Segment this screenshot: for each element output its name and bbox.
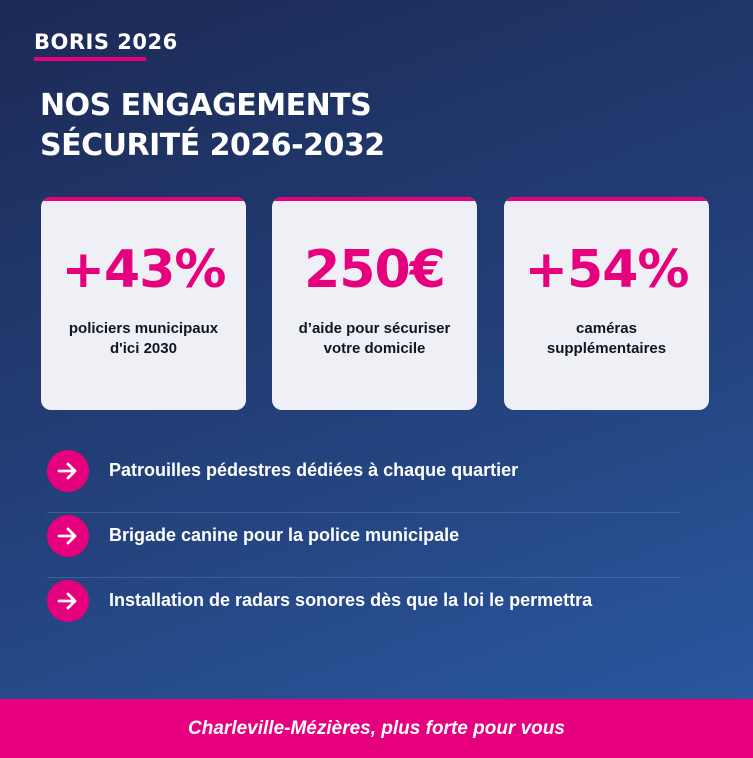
list-item: Installation de radars sonores dès que l…	[47, 578, 680, 643]
stat-value: +54%	[524, 240, 689, 300]
stat-description-line: d'ici 2030	[110, 340, 177, 357]
commitment-text: Brigade canine pour la police municipale	[109, 525, 460, 545]
stat-description-line: policiers municipaux	[68, 320, 219, 337]
footer-tagline: Charleville-Mézières, plus forte pour vo…	[188, 717, 565, 739]
list-item: Brigade canine pour la police municipale	[47, 513, 680, 578]
stat-description-line: caméras	[576, 320, 637, 337]
stat-card-cameras: +54% caméras supplémentaires	[504, 197, 709, 410]
stat-value: +43%	[61, 240, 226, 300]
stat-card-aide: 250€ d’aide pour sécuriser votre domicil…	[272, 197, 477, 410]
page-title-line-2: SÉCURITÉ 2026-2032	[40, 128, 385, 163]
stat-card-policiers: +43% policiers municipaux d'ici 2030	[41, 197, 246, 410]
commitment-text: Installation de radars sonores dès que l…	[109, 590, 593, 610]
arrow-right-icon	[47, 515, 89, 557]
stat-description: d’aide pour sécuriser votre domicile	[282, 319, 467, 359]
page-title: NOS ENGAGEMENTS SÉCURITÉ 2026-2032	[40, 86, 385, 166]
stat-description-line: supplémentaires	[546, 340, 667, 357]
page-title-line-1: NOS ENGAGEMENTS	[40, 88, 372, 123]
arrow-right-icon	[47, 450, 89, 492]
arrow-right-icon	[47, 580, 89, 622]
commitment-list: Patrouilles pédestres dédiées à chaque q…	[47, 448, 680, 643]
stat-description: policiers municipaux d'ici 2030	[51, 319, 236, 359]
stat-description: caméras supplémentaires	[514, 319, 699, 359]
stat-value: 250€	[304, 240, 446, 300]
commitment-text: Patrouilles pédestres dédiées à chaque q…	[109, 460, 519, 480]
brand-logo: BORIS 2026	[34, 30, 178, 54]
stat-description-line: votre domicile	[323, 340, 426, 357]
list-item: Patrouilles pédestres dédiées à chaque q…	[47, 448, 680, 513]
logo-underline	[34, 57, 146, 61]
stat-description-line: d’aide pour sécuriser	[298, 320, 451, 337]
stat-cards: +43% policiers municipaux d'ici 2030 250…	[41, 197, 709, 410]
footer-banner: Charleville-Mézières, plus forte pour vo…	[0, 699, 753, 758]
